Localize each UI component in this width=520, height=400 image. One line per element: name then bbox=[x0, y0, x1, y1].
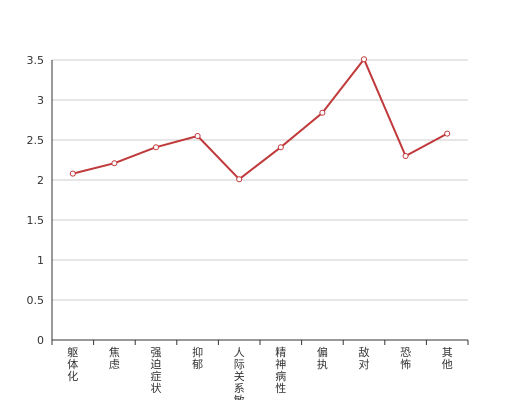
y-tick-label: 0.5 bbox=[27, 294, 45, 307]
data-point[interactable] bbox=[111, 160, 118, 167]
x-category-label: 敌对 bbox=[359, 345, 370, 371]
x-category-label: 焦虑 bbox=[109, 346, 120, 371]
data-point[interactable] bbox=[236, 176, 243, 183]
y-axis: 0 0.5 1 1.5 2 2.5 3 3.5 bbox=[27, 54, 53, 347]
x-category-label: 强迫症状 bbox=[151, 346, 162, 395]
series-group bbox=[69, 56, 451, 183]
y-tick-label: 0 bbox=[37, 334, 44, 347]
y-tick-label: 3 bbox=[37, 94, 44, 107]
data-point[interactable] bbox=[361, 56, 367, 63]
x-category-label: 偏执 bbox=[317, 345, 328, 371]
data-point[interactable] bbox=[277, 144, 284, 151]
data-point[interactable] bbox=[69, 170, 76, 177]
y-tick-label: 2.5 bbox=[27, 134, 45, 147]
x-axis: 躯体化 焦虑 强迫症状 抑郁 人际关系敏感 精神病性 偏执 敌对 恐怖 其他 bbox=[51, 339, 469, 400]
x-category-label: 人际关系敏感 bbox=[234, 346, 245, 400]
series-line bbox=[72, 58, 448, 181]
y-tick-label: 1.5 bbox=[27, 214, 45, 227]
x-category-label: 恐怖 bbox=[400, 346, 411, 371]
y-tick-label: 2 bbox=[37, 174, 44, 187]
x-category-label: 躯体化 bbox=[67, 346, 78, 383]
y-tick-label: 3.5 bbox=[27, 54, 45, 67]
data-point[interactable] bbox=[444, 130, 451, 137]
data-point[interactable] bbox=[194, 133, 201, 139]
x-category-label: 精神病性 bbox=[275, 346, 286, 395]
y-tick-label: 1 bbox=[37, 254, 44, 267]
data-point[interactable] bbox=[319, 109, 326, 116]
x-category-label: 其他 bbox=[442, 346, 453, 371]
grid-lines bbox=[52, 59, 468, 301]
data-point[interactable] bbox=[153, 144, 159, 151]
x-category-label: 抑郁 bbox=[192, 345, 203, 371]
data-point[interactable] bbox=[402, 153, 409, 159]
